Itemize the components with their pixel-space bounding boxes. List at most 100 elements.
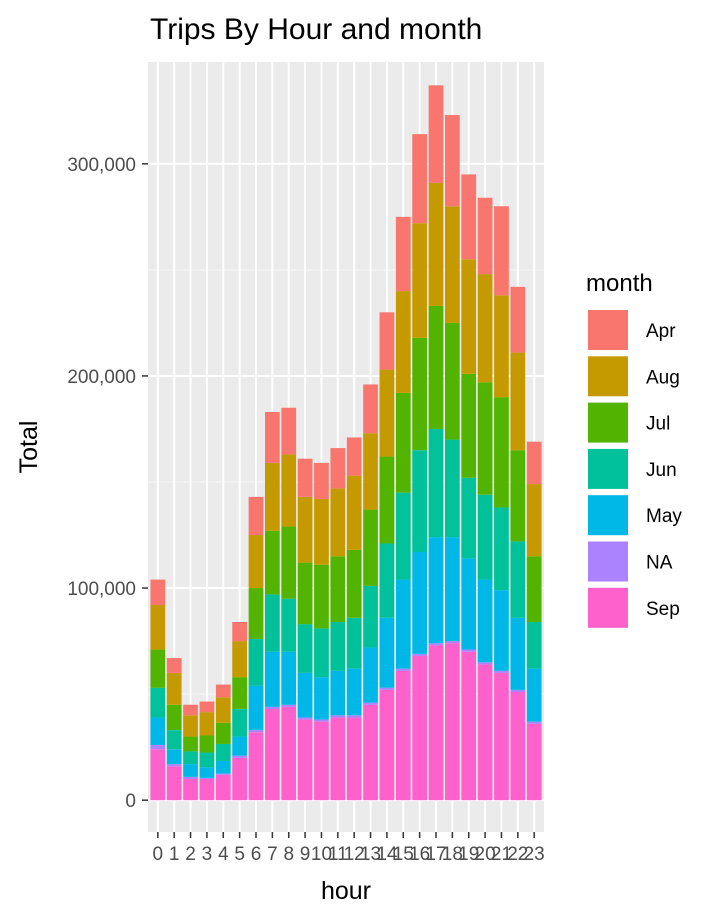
bar-segment-na-hour-0 — [150, 745, 166, 750]
x-tick-label: 4 — [218, 844, 229, 865]
bar-segment-aug-hour-17 — [428, 182, 444, 306]
bar-segment-jul-hour-2 — [183, 736, 198, 752]
bar-segment-sep-hour-5 — [232, 757, 247, 801]
bar-segment-na-hour-2 — [183, 776, 198, 779]
bar-segment-apr-hour-8 — [281, 407, 297, 455]
bar-segment-may-hour-18 — [445, 537, 460, 642]
bar-segment-na-hour-15 — [395, 668, 411, 671]
bar-segment-na-hour-13 — [363, 702, 378, 705]
bar-segment-may-hour-9 — [297, 672, 313, 718]
bar-segment-na-hour-18 — [445, 641, 460, 644]
bar-segment-may-hour-20 — [477, 579, 493, 663]
bar-segment-apr-hour-3 — [199, 701, 215, 713]
bar-segment-apr-hour-18 — [445, 115, 460, 207]
bar-segment-jul-hour-18 — [445, 322, 460, 440]
bar-segment-sep-hour-21 — [494, 672, 509, 801]
bar-segment-na-hour-5 — [232, 755, 247, 758]
bar-segment-na-hour-19 — [461, 649, 477, 652]
bar-segment-na-hour-16 — [412, 653, 427, 656]
bar-segment-apr-hour-19 — [461, 174, 477, 260]
bar-segment-jun-hour-18 — [445, 439, 460, 538]
bar-segment-aug-hour-16 — [412, 223, 427, 338]
legend-label-apr: Apr — [646, 321, 676, 342]
bar-segment-aug-hour-19 — [461, 259, 477, 374]
bar-segment-jul-hour-23 — [526, 556, 542, 622]
bar-segment-jun-hour-23 — [526, 622, 542, 669]
legend-label-jun: Jun — [646, 460, 677, 481]
bar-segment-na-hour-12 — [346, 715, 362, 718]
bar-segment-na-hour-8 — [281, 704, 297, 707]
bar-segment-aug-hour-21 — [494, 295, 509, 398]
bar-segment-may-hour-15 — [395, 579, 411, 669]
bar-segment-jul-hour-14 — [379, 456, 395, 544]
bar-segment-jul-hour-3 — [199, 735, 215, 753]
bar-segment-aug-hour-1 — [166, 672, 182, 705]
bar-segment-jul-hour-12 — [346, 549, 362, 618]
bar-segment-jul-hour-17 — [428, 305, 444, 429]
bar-segment-jun-hour-10 — [314, 628, 329, 678]
x-tick-label: 18 — [442, 844, 463, 865]
bar-segment-jul-hour-21 — [494, 397, 509, 508]
x-tick-label: 2 — [185, 844, 196, 865]
bar-segment-na-hour-1 — [166, 764, 182, 767]
bar-segment-may-hour-6 — [248, 685, 264, 731]
bar-segment-apr-hour-1 — [166, 658, 182, 673]
bar-segment-jun-hour-8 — [281, 598, 297, 652]
y-tick-label: 100,000 — [67, 579, 136, 600]
bar-segment-jun-hour-16 — [412, 450, 427, 552]
bar-segment-may-hour-23 — [526, 668, 542, 722]
bar-segment-apr-hour-4 — [215, 684, 231, 698]
bar-segment-sep-hour-14 — [379, 689, 395, 801]
bar-segment-may-hour-12 — [346, 668, 362, 716]
bar-segment-jul-hour-1 — [166, 704, 182, 731]
bar-segment-apr-hour-14 — [379, 312, 395, 370]
bar-segment-may-hour-14 — [379, 617, 395, 688]
bar-segment-may-hour-4 — [215, 760, 231, 774]
bar-segment-aug-hour-20 — [477, 274, 493, 383]
x-tick-label: 21 — [491, 844, 512, 865]
x-tick-label: 14 — [376, 844, 398, 865]
bar-segment-may-hour-3 — [199, 767, 215, 778]
y-tick-label: 0 — [125, 791, 136, 812]
bar-segment-jul-hour-20 — [477, 382, 493, 495]
x-tick-label: 22 — [507, 844, 528, 865]
bar-segment-jul-hour-15 — [395, 392, 411, 493]
bar-segment-sep-hour-11 — [330, 717, 346, 801]
bar-segment-may-hour-21 — [494, 590, 509, 671]
bar-segment-may-hour-8 — [281, 651, 297, 705]
legend-key-apr — [586, 308, 630, 352]
bar-segment-jul-hour-9 — [297, 562, 313, 625]
bar-segment-sep-hour-1 — [166, 766, 182, 801]
legend-key-aug — [586, 354, 630, 399]
bar-segment-jul-hour-7 — [265, 530, 280, 595]
bar-segment-aug-hour-0 — [150, 605, 166, 650]
bar-segment-may-hour-19 — [461, 558, 477, 650]
bar-segment-may-hour-1 — [166, 749, 182, 765]
bar-segment-aug-hour-8 — [281, 454, 297, 527]
bar-segment-may-hour-10 — [314, 677, 329, 720]
bar-segment-jun-hour-15 — [395, 492, 411, 580]
bar-segment-sep-hour-18 — [445, 643, 460, 801]
bar-segment-jun-hour-12 — [346, 617, 362, 669]
bar-segment-may-hour-5 — [232, 736, 247, 756]
x-tick-label: 13 — [360, 844, 381, 865]
bar-segment-aug-hour-13 — [363, 433, 378, 510]
bar-segment-jul-hour-4 — [215, 722, 231, 744]
bar-segment-jun-hour-20 — [477, 494, 493, 580]
bar-segment-jun-hour-5 — [232, 708, 247, 737]
bar-segment-apr-hour-20 — [477, 197, 493, 275]
bar-segment-jun-hour-13 — [363, 585, 378, 648]
legend-key-jul — [586, 400, 630, 445]
y-tick-label: 200,000 — [67, 367, 136, 388]
bar-segment-may-hour-7 — [265, 651, 280, 707]
bar-segment-na-hour-17 — [428, 643, 444, 646]
y-axis: 0 100,000 200,000 300,000 — [67, 155, 148, 812]
bar-segment-jul-hour-11 — [330, 556, 346, 622]
bar-segment-aug-hour-4 — [215, 697, 231, 723]
bar-segment-sep-hour-15 — [395, 670, 411, 801]
legend-key-may — [586, 493, 630, 538]
bar-segment-aug-hour-22 — [510, 352, 526, 451]
bar-segment-aug-hour-7 — [265, 462, 280, 531]
legend-label-sep: Sep — [646, 599, 680, 620]
